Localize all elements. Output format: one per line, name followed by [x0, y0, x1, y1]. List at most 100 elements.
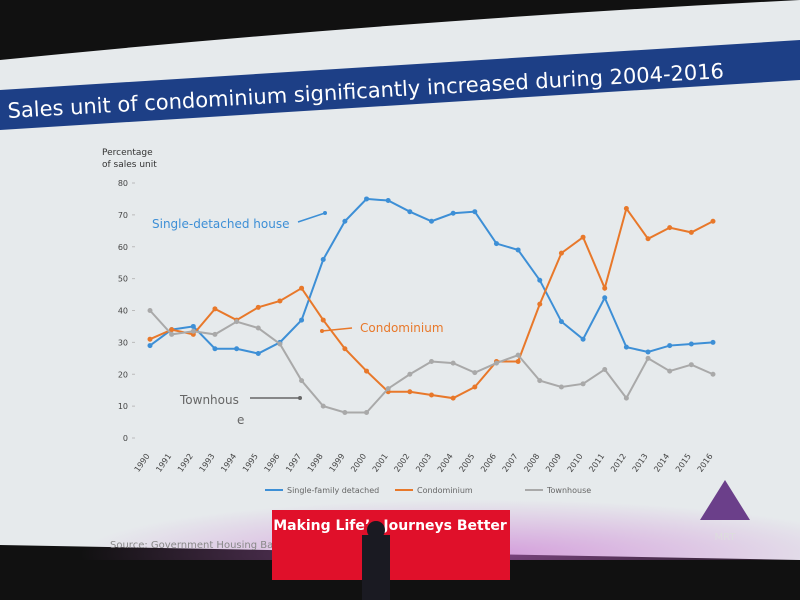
point [190, 323, 196, 329]
point [515, 352, 521, 358]
point [299, 317, 305, 323]
point [212, 331, 218, 337]
point [277, 341, 283, 347]
point [234, 319, 240, 325]
point [255, 351, 261, 357]
mrt-label: MRT [715, 532, 737, 543]
point [537, 378, 543, 384]
presenter-head [367, 521, 385, 539]
point [299, 285, 305, 291]
point [450, 395, 456, 401]
point [320, 403, 326, 409]
point [342, 410, 348, 415]
point [342, 346, 348, 352]
annotation-arrow [321, 327, 353, 332]
y-tick-label: 10 [118, 402, 128, 411]
slide [0, 0, 800, 560]
point [667, 343, 673, 349]
point [602, 285, 608, 291]
point [623, 206, 629, 211]
point [493, 360, 499, 366]
point [234, 346, 240, 352]
point [342, 218, 348, 224]
point [710, 218, 716, 224]
point [364, 196, 370, 202]
point [190, 328, 196, 334]
point [645, 355, 651, 361]
point [255, 325, 261, 331]
point [169, 327, 175, 333]
point [623, 344, 629, 350]
point [688, 229, 694, 235]
point [667, 368, 673, 374]
annotation-arrow [297, 212, 326, 223]
point [472, 370, 478, 376]
point [429, 359, 434, 364]
point [147, 343, 153, 349]
point [450, 210, 456, 216]
legend-label: Condominium [417, 486, 473, 495]
point [493, 241, 499, 247]
point [407, 371, 413, 377]
annotation: Single-detached house [152, 217, 289, 231]
point [667, 225, 673, 231]
y-tick-label: 30 [118, 338, 128, 347]
point [385, 198, 391, 204]
point [407, 389, 413, 395]
point [710, 339, 716, 345]
point [255, 304, 261, 310]
point [169, 331, 175, 337]
y-tick-label: 0 [123, 434, 128, 443]
point [602, 295, 608, 301]
point [645, 349, 651, 355]
y-tick-label: 50 [118, 275, 128, 284]
point [710, 371, 716, 377]
point [472, 209, 478, 215]
y-axis-label: Percentage [102, 148, 153, 158]
point [385, 386, 391, 392]
annotation: e [237, 413, 244, 427]
point [364, 410, 370, 415]
point [299, 378, 305, 384]
arrow-head [298, 396, 302, 400]
point [147, 308, 153, 313]
point [277, 298, 283, 304]
point [623, 395, 629, 401]
point [537, 277, 543, 283]
y-tick-label: 40 [118, 307, 128, 316]
annotation: Condominium [360, 321, 444, 335]
point [212, 306, 218, 312]
point [580, 234, 586, 240]
point [515, 359, 521, 364]
point [320, 257, 326, 262]
point [580, 336, 586, 342]
point [147, 336, 153, 342]
annotation: Townhous [179, 393, 239, 407]
legend-label: Townhouse [546, 486, 591, 495]
point [364, 368, 370, 374]
point [429, 218, 434, 224]
point [537, 301, 543, 307]
point [320, 317, 326, 323]
stage-banner [272, 510, 510, 580]
point [602, 366, 608, 372]
point [645, 236, 651, 242]
title-banner [0, 40, 800, 130]
point [580, 381, 586, 387]
banner-text: Making Life’s Journeys Better [273, 518, 507, 534]
point [472, 384, 478, 390]
presenter [362, 535, 390, 600]
arrow-head [320, 329, 324, 333]
point [515, 247, 521, 253]
point [450, 360, 456, 366]
mrt-marker [700, 480, 750, 520]
y-tick-label: 60 [118, 243, 128, 252]
point [558, 319, 564, 325]
y-axis-label: of sales unit [102, 160, 157, 170]
arrow-head [323, 211, 327, 215]
source: Source: Government Housing Ba [110, 540, 273, 551]
legend-label: Single-family detached [287, 486, 379, 495]
point [558, 250, 564, 256]
